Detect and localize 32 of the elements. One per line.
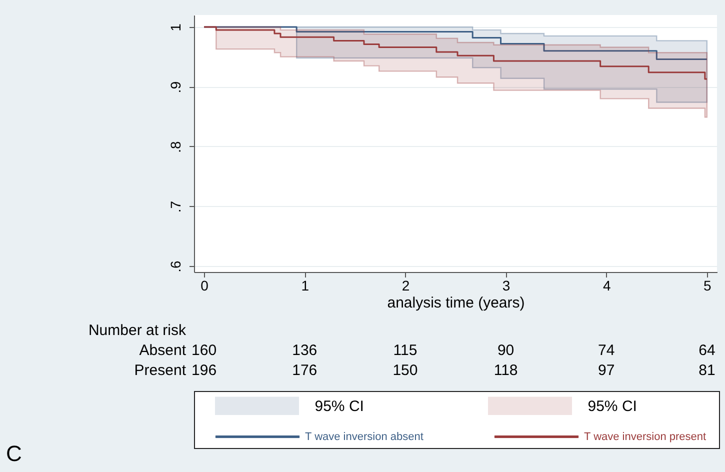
y-tick-label: .7: [168, 200, 184, 213]
text: 160: [192, 342, 217, 359]
x-tick-label: 5: [704, 278, 712, 294]
text: 136: [292, 342, 318, 359]
y-tick-label: .6: [168, 260, 184, 272]
text: 97: [598, 362, 615, 379]
x-tick-label: 0: [200, 278, 209, 294]
text: T wave inversion absent: [305, 430, 424, 443]
x-tick-label: 2: [402, 278, 410, 294]
text: 150: [392, 362, 418, 379]
text: 95% CI: [588, 398, 637, 415]
text: 81: [698, 362, 716, 379]
text: Absent: [139, 342, 187, 359]
text: 95% CI: [314, 398, 364, 415]
y-tick-label: .8: [168, 140, 184, 153]
text: 196: [192, 362, 217, 379]
x-tick-label: 3: [502, 278, 510, 294]
text: 74: [598, 342, 615, 359]
text: 118: [494, 362, 518, 379]
text: 90: [497, 342, 514, 359]
text: T wave inversion present: [584, 430, 706, 443]
text: Number at risk: [88, 322, 186, 339]
y-tick-label: 1: [168, 23, 184, 32]
x-tick-label: 4: [602, 278, 611, 294]
text: C: [6, 441, 22, 466]
text: 64: [698, 342, 716, 359]
text: 176: [292, 362, 318, 379]
text: 115: [393, 342, 418, 359]
x-axis-title: analysis time (years): [387, 294, 525, 312]
x-tick-label: 1: [301, 278, 310, 294]
y-tick-label: .9: [168, 81, 184, 94]
text: Present: [134, 362, 187, 379]
